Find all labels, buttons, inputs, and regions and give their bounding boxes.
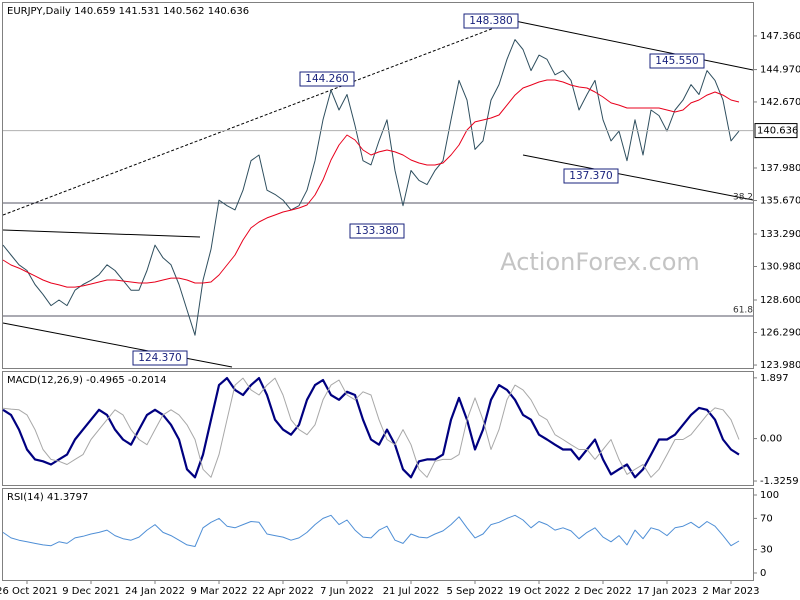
- x-tick-label: 9 Dec 2021: [62, 586, 120, 597]
- y-tick-label: 0: [760, 568, 766, 579]
- series-line: [2, 79, 740, 288]
- annotation: 124.370: [138, 352, 181, 364]
- x-tick-label: 2 Mar 2023: [702, 586, 759, 597]
- y-tick-label: 126.290: [760, 328, 800, 339]
- x-tick-label: 9 Mar 2022: [190, 586, 247, 597]
- trendline: [522, 154, 754, 201]
- annotation-box: [649, 53, 705, 69]
- y-tick-label: 147.360: [760, 31, 800, 42]
- annotation: 61.8: [733, 306, 753, 316]
- panel-title: MACD(12,26,9) -0.4965 -0.2014: [7, 375, 167, 386]
- x-tick-label: 7 Jun 2022: [320, 586, 374, 597]
- current-price-box: [754, 123, 798, 139]
- y-tick-label: 130.980: [760, 262, 800, 273]
- watermark: ActionForex.com: [500, 248, 700, 276]
- price-panel: [2, 2, 754, 369]
- x-tick-label: 17 Jan 2023: [637, 586, 697, 597]
- annotation: 148.380: [469, 15, 512, 27]
- trendlines: [2, 19, 754, 368]
- rsi-panel: [2, 488, 754, 581]
- y-tick-label: 144.970: [760, 65, 800, 76]
- annotation: 137.370: [569, 170, 612, 182]
- x-tick-label: 22 Apr 2022: [252, 586, 314, 597]
- annotation: 145.550: [655, 55, 698, 67]
- x-tick-label: 2 Dec 2022: [574, 586, 632, 597]
- current-price-label: 140.636: [757, 126, 798, 137]
- annotation-box: [563, 168, 619, 184]
- y-tick-label: 133.290: [760, 229, 800, 240]
- series-line: [2, 377, 740, 478]
- y-tick-label: 142.670: [760, 97, 800, 108]
- panel-title: EURJPY,Daily 140.659 141.531 140.562 140…: [7, 6, 249, 17]
- y-tick-label: 137.980: [760, 163, 800, 174]
- annotation: 38.2: [733, 193, 753, 203]
- annotation-box: [299, 71, 355, 87]
- series-line: [2, 377, 740, 479]
- trendline: [2, 19, 516, 216]
- x-tick-label: 5 Sep 2022: [446, 586, 503, 597]
- annotation: 133.380: [355, 225, 398, 237]
- y-tick-label: 70: [760, 513, 773, 524]
- trendline: [2, 322, 233, 368]
- y-tick-label: 0.00: [760, 434, 782, 445]
- y-tick-label: 100: [760, 490, 779, 501]
- y-tick-label: 135.670: [760, 195, 800, 206]
- x-tick-label: 26 Oct 2021: [0, 586, 58, 597]
- y-tick-label: 1.897: [760, 373, 789, 384]
- annotation-box: [132, 350, 188, 366]
- annotation-box: [349, 223, 405, 239]
- x-tick-label: 24 Jan 2022: [125, 586, 185, 597]
- annotation: 144.260: [305, 73, 348, 85]
- x-tick-label: 19 Oct 2022: [508, 586, 570, 597]
- series-line: [2, 514, 740, 547]
- trendline: [514, 20, 754, 71]
- y-tick-label: 30: [760, 545, 773, 556]
- annotation-box: [463, 13, 519, 29]
- y-tick-label: 123.980: [760, 360, 800, 371]
- trendline: [2, 229, 201, 238]
- y-tick-label: -1.3259: [760, 476, 799, 487]
- x-tick-label: 21 Jul 2022: [383, 586, 440, 597]
- panel-title: RSI(14) 41.3797: [7, 492, 88, 503]
- y-tick-label: 128.600: [760, 295, 800, 306]
- series-line: [2, 39, 740, 336]
- macd-panel: [2, 371, 754, 486]
